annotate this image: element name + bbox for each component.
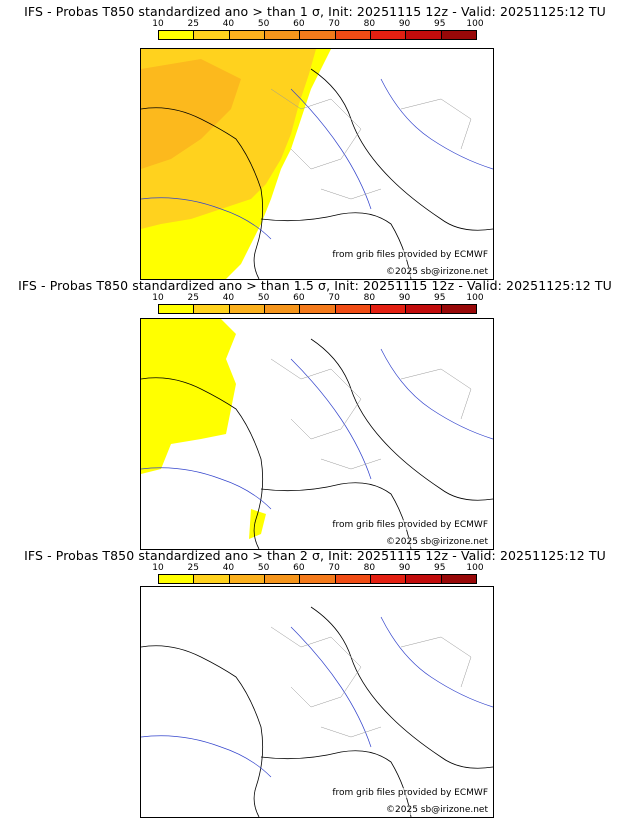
legend-color-swatch (159, 575, 195, 583)
panel-title: IFS - Probas T850 standardized ano > tha… (18, 278, 612, 293)
coast-south (260, 750, 412, 817)
legend-color-swatch (229, 31, 265, 39)
coastline (141, 107, 264, 279)
legend-ticks: 10 25 40 50 60 70 80 90 95 100 (152, 563, 483, 575)
legend-tick-label: 10 (152, 293, 164, 303)
legend-color-swatch (264, 305, 301, 313)
legend-tick-label: 70 (328, 293, 340, 303)
legend-tick-label: 40 (222, 19, 235, 29)
border-line (310, 68, 493, 231)
legend-tick-label: 40 (222, 563, 235, 573)
legend-color-swatch (300, 31, 336, 39)
legend-tick-label: 80 (363, 293, 376, 303)
map-drawing (141, 49, 493, 279)
legend-color-swatch (441, 305, 476, 313)
legend-tick-label: 10 (152, 19, 164, 29)
prob-area-low-south (249, 509, 266, 539)
legend-tick-label: 90 (398, 19, 411, 29)
source-credit: from grib files provided by ECMWF (331, 250, 489, 260)
border-line (310, 606, 493, 769)
legend-tick-label: 40 (222, 293, 235, 303)
legend-color-swatch (264, 575, 301, 583)
copyright-credit: ©2025 sb@irizone.net (385, 537, 489, 547)
region-lines (270, 358, 472, 470)
legend-tick-label: 50 (257, 293, 270, 303)
border-line (310, 338, 493, 501)
legend-ticks: 10 25 40 50 60 70 80 90 95 100 (152, 293, 483, 305)
source-credit: from grib files provided by ECMWF (331, 788, 489, 798)
legend-color-swatch (335, 305, 371, 313)
legend-tick-label: 60 (293, 293, 305, 303)
legend-color-swatch (406, 31, 442, 39)
source-credit: from grib files provided by ECMWF (331, 520, 489, 530)
map-area: from grib files provided by ECMWF ©2025 … (140, 586, 494, 818)
legend-colorbar (158, 304, 477, 314)
legend-color-swatch (370, 575, 407, 583)
legend-tick-label: 100 (466, 19, 484, 29)
coastline (141, 645, 264, 817)
map-drawing (141, 606, 493, 817)
legend-tick-label: 95 (434, 563, 446, 573)
legend-tick-label: 50 (257, 19, 270, 29)
panel-1-sigma: IFS - Probas T850 standardized ano > tha… (0, 4, 630, 280)
legend-tick-label: 100 (466, 293, 484, 303)
legend-tick-label: 80 (363, 19, 376, 29)
legend-color-swatch (229, 575, 265, 583)
river (141, 616, 493, 778)
panel-title: IFS - Probas T850 standardized ano > tha… (24, 548, 606, 563)
copyright-credit: ©2025 sb@irizone.net (385, 805, 489, 815)
legend-tick-label: 70 (328, 19, 340, 29)
legend-colorbar (158, 574, 477, 584)
legend-color-swatch (159, 305, 195, 313)
legend-tick-label: 50 (257, 563, 270, 573)
legend-color-swatch (229, 305, 265, 313)
legend-color-swatch (194, 575, 230, 583)
legend-tick-label: 90 (398, 293, 411, 303)
legend-color-swatch (335, 575, 371, 583)
legend-tick-label: 10 (152, 563, 164, 573)
legend-color-swatch (370, 31, 407, 39)
legend-ticks: 10 25 40 50 60 70 80 90 95 100 (152, 19, 483, 31)
legend-color-swatch (159, 31, 195, 39)
legend-color-swatch (194, 305, 230, 313)
legend-tick-label: 25 (187, 293, 199, 303)
legend-tick-label: 25 (187, 19, 199, 29)
map-area: from grib files provided by ECMWF ©2025 … (140, 48, 494, 280)
region-lines (270, 626, 472, 738)
prob-area-high (141, 59, 241, 169)
panel-title: IFS - Probas T850 standardized ano > tha… (24, 4, 606, 19)
legend-color-swatch (264, 31, 301, 39)
coast-south (260, 482, 412, 549)
legend-tick-label: 100 (466, 563, 484, 573)
legend-tick-label: 95 (434, 19, 446, 29)
legend-tick-label: 60 (293, 19, 305, 29)
copyright-credit: ©2025 sb@irizone.net (385, 267, 489, 277)
legend-color-swatch (370, 305, 407, 313)
legend-tick-label: 25 (187, 563, 199, 573)
legend-tick-label: 95 (434, 293, 446, 303)
legend-color-swatch (406, 305, 442, 313)
legend-tick-label: 90 (398, 563, 411, 573)
coast-south (260, 212, 412, 279)
map-drawing (141, 319, 493, 549)
panel-1-5-sigma: IFS - Probas T850 standardized ano > tha… (0, 278, 630, 550)
legend-color-swatch (441, 575, 476, 583)
coastline (141, 377, 264, 549)
legend-tick-label: 60 (293, 563, 305, 573)
region-lines (270, 88, 472, 200)
legend-tick-label: 80 (363, 563, 376, 573)
legend-color-swatch (300, 305, 336, 313)
legend-color-swatch (406, 575, 442, 583)
legend-tick-label: 70 (328, 563, 340, 573)
legend-color-swatch (335, 31, 371, 39)
prob-area-low (141, 319, 236, 474)
legend-color-swatch (194, 31, 230, 39)
panel-2-sigma: IFS - Probas T850 standardized ano > tha… (0, 548, 630, 818)
legend-color-swatch (300, 575, 336, 583)
legend-colorbar (158, 30, 477, 40)
map-area: from grib files provided by ECMWF ©2025 … (140, 318, 494, 550)
legend-color-swatch (441, 31, 476, 39)
